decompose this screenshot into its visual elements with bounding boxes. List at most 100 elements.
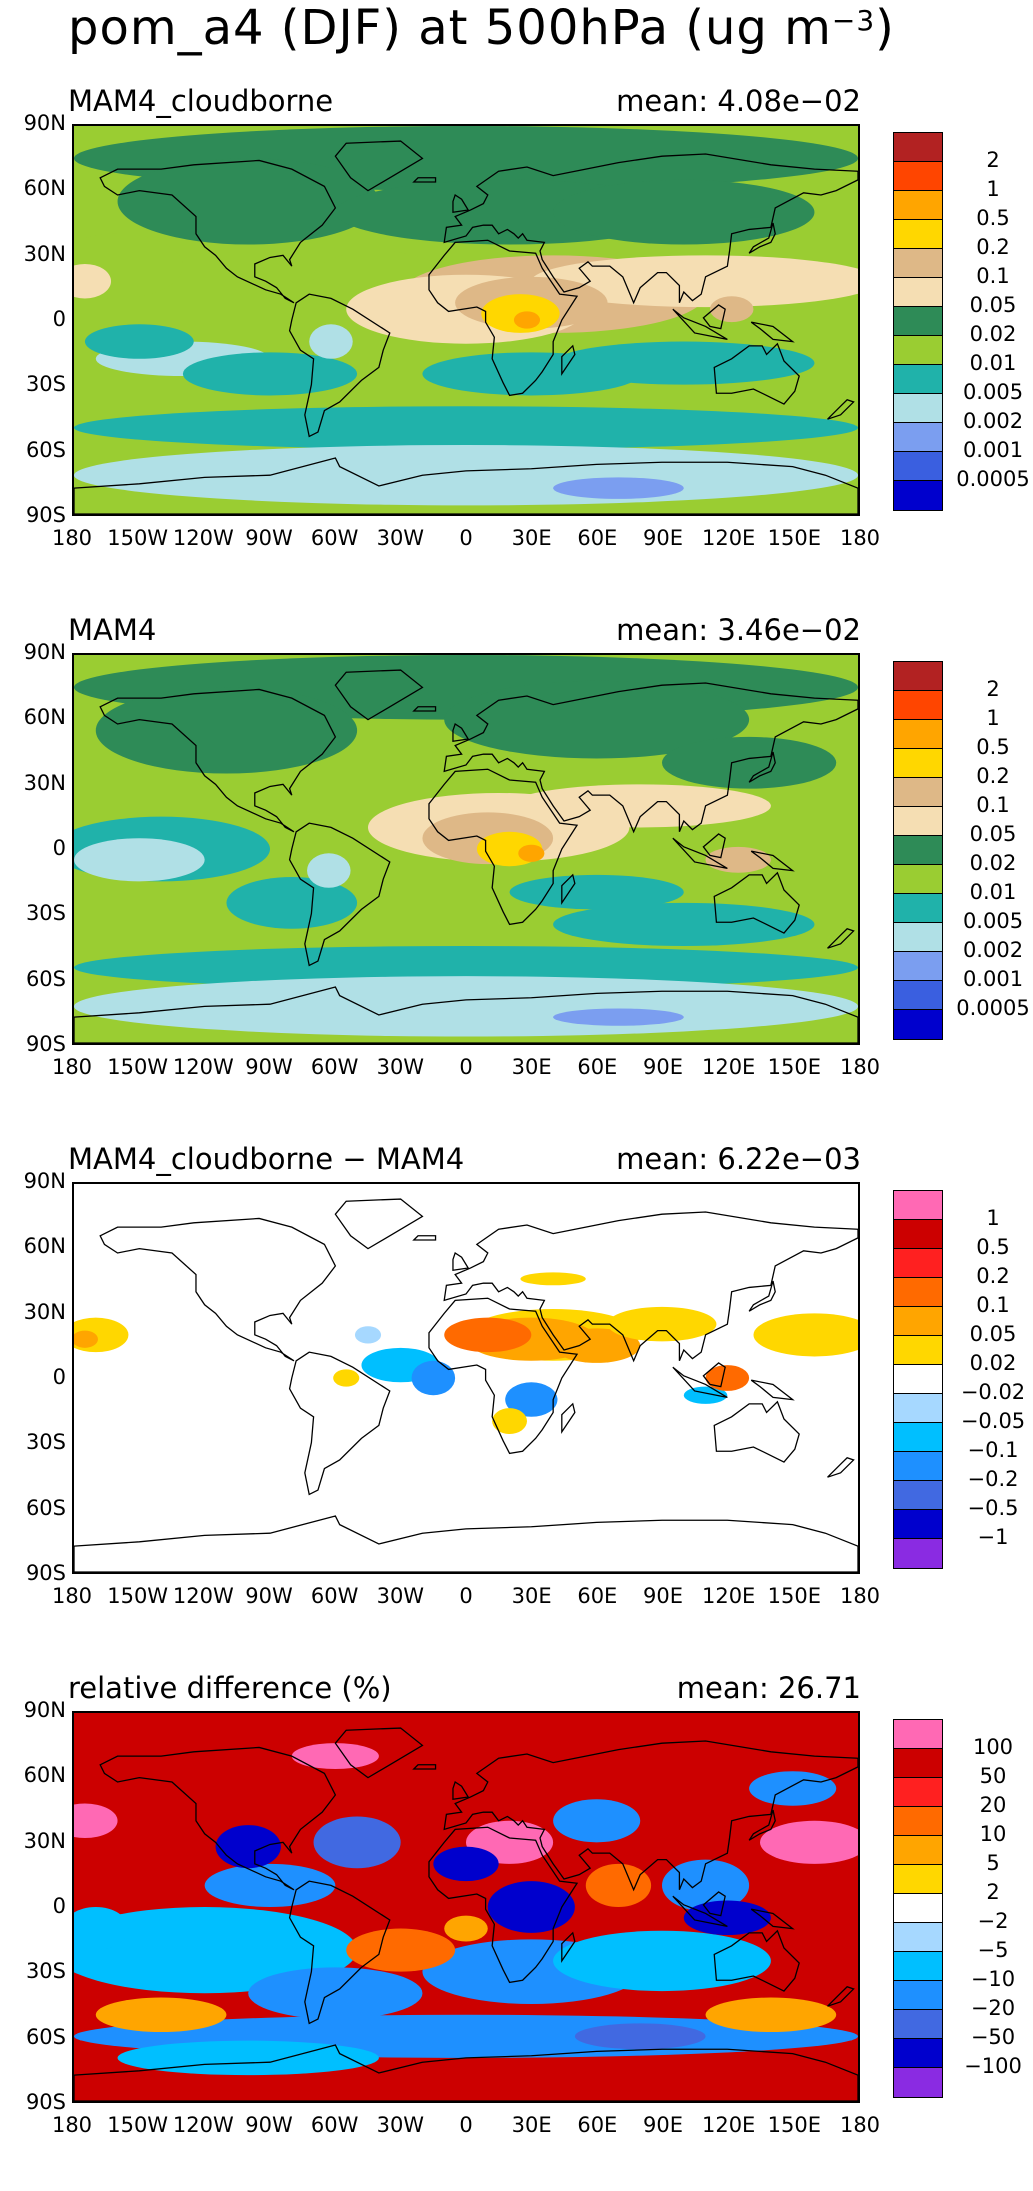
colorbar-swatch <box>894 923 942 952</box>
colorbar-swatch <box>894 1778 942 1807</box>
colorbar <box>893 132 943 511</box>
colorbar-swatch <box>894 1807 942 1836</box>
lat-tick-label: 30N <box>23 241 66 266</box>
field-contour-region <box>333 1369 360 1387</box>
lon-tick-label: 60W <box>310 1055 359 1079</box>
panel-title: MAM4_cloudborne − MAM4 <box>68 1142 465 1176</box>
lon-tick-label: 90W <box>245 526 293 550</box>
colorbar-swatch <box>894 836 942 865</box>
lat-tick-label: 0 <box>52 307 66 331</box>
lon-tick-label: 120W <box>172 2113 234 2137</box>
lon-tick-label: 90E <box>643 1055 683 1079</box>
lat-tick-label: 60N <box>23 176 66 201</box>
coastline-antarctica <box>74 457 858 514</box>
coastline-antarctica <box>74 2044 858 2101</box>
coastline-iceland <box>412 177 437 183</box>
lon-tick-label: 180 <box>51 1055 93 1079</box>
field-contour-region <box>553 902 815 946</box>
colorbar-level-label: 0.002 <box>962 409 1024 433</box>
coastline-borneo <box>702 833 726 859</box>
lon-tick-label: 60E <box>577 1055 618 1079</box>
field-contour-region <box>607 1306 717 1342</box>
field-contour-region <box>553 1008 684 1026</box>
field-contour-region <box>433 1846 499 1882</box>
lat-tick-label: 60S <box>25 966 66 991</box>
colorbar-level-label: −0.5 <box>967 1496 1019 1520</box>
colorbar-level-label: 0.005 <box>962 380 1024 404</box>
panel-mean: mean: 26.71 <box>676 1671 861 1705</box>
colorbar-level-label: 0.0005 <box>956 467 1030 491</box>
lon-tick-label: 180 <box>839 2113 881 2137</box>
field-contour-region <box>74 1907 358 1994</box>
coastline-antarctica <box>74 986 858 1043</box>
field-contour-region <box>74 1907 129 1951</box>
map-plot <box>72 124 860 516</box>
map-svg <box>74 1184 858 1572</box>
field-contour-region <box>553 1799 641 1843</box>
coastline-new-guinea <box>750 850 795 872</box>
coastline-south-america <box>288 293 391 438</box>
coastline-indonesia <box>672 308 728 341</box>
colorbar-level-label: 100 <box>972 1735 1014 1759</box>
panel-mam4: MAM4 mean: 3.46e−02 90N 60N 30N 0 30S 60S 90S 180… <box>0 613 1033 1133</box>
coastline-borneo <box>702 1362 726 1388</box>
lon-tick-label: 150E <box>767 2113 822 2137</box>
lat-tick-label: 30S <box>25 901 66 926</box>
lat-tick-label: 90N <box>23 1169 66 1193</box>
field-contour-region <box>74 946 858 990</box>
colorbar-level-label: −1 <box>977 1525 1009 1549</box>
lat-tick-label: 0 <box>52 836 66 860</box>
lon-tick-label: 150W <box>107 526 169 550</box>
title-main: pom_a4 (DJF) at 500hPa (ug m <box>68 0 832 56</box>
colorbar-swatch <box>894 1307 942 1336</box>
lon-tick-label: 60W <box>310 526 359 550</box>
field-contour-region <box>346 1928 456 1972</box>
colorbar-level-label: 0.005 <box>962 909 1024 933</box>
lat-tick-label: 60S <box>25 2024 66 2049</box>
lon-tick-label: 120E <box>701 526 756 550</box>
colorbar-level-label: 0.1 <box>976 1293 1010 1317</box>
lon-tick-label: 90E <box>643 2113 683 2137</box>
colorbar-level-label: 1 <box>986 177 1000 201</box>
coastline-new-guinea <box>750 1379 795 1401</box>
colorbar-swatch <box>894 365 942 394</box>
lon-tick-label: 60E <box>577 1584 618 1608</box>
field-contour-region <box>411 1360 456 1396</box>
colorbar-swatch <box>894 1249 942 1278</box>
colorbar-level-label: 0.2 <box>976 764 1010 788</box>
lon-tick-label: 150W <box>107 1584 169 1608</box>
colorbar-swatch <box>894 1981 942 2010</box>
lat-tick-label: 90N <box>23 640 66 664</box>
lon-tick-label: 150W <box>107 1055 169 1079</box>
field-contour-region <box>74 1330 98 1348</box>
colorbar-swatch <box>894 1749 942 1778</box>
coastline-africa <box>428 1297 579 1455</box>
colorbar-level-label: −50 <box>970 2025 1016 2049</box>
coastline-eurasia <box>443 1740 858 1892</box>
lon-tick-label: 30W <box>376 2113 425 2137</box>
coastline-iceland <box>412 1235 437 1241</box>
coastline-africa <box>428 768 579 926</box>
field-contour-region <box>74 1803 118 1839</box>
coastline-north-america <box>99 1217 337 1362</box>
colorbar-level-label: 2 <box>986 1880 1000 1904</box>
colorbar-swatch <box>894 1423 942 1452</box>
colorbar-swatch <box>894 1836 942 1865</box>
lon-tick-label: 30E <box>511 526 552 550</box>
coastline-japan <box>748 1280 776 1312</box>
coastline-madagascar <box>561 344 576 376</box>
coastline-eurasia <box>443 682 858 834</box>
panel-mean: mean: 6.22e−03 <box>616 1142 861 1176</box>
coastline-new-zealand <box>827 1457 855 1478</box>
colorbar-swatch <box>894 749 942 778</box>
colorbar-level-label: 0.01 <box>969 880 1017 904</box>
lon-tick-label: 0 <box>459 1584 473 1608</box>
lon-tick-label: 30W <box>376 1584 425 1608</box>
lon-tick-label: 150E <box>767 1055 822 1079</box>
lon-tick-label: 0 <box>459 2113 473 2137</box>
lon-tick-label: 30E <box>511 1055 552 1079</box>
colorbar-level-label: 0.5 <box>976 206 1010 230</box>
coastline-north-america <box>99 159 337 304</box>
map-plot <box>72 1182 860 1574</box>
colorbar-swatch <box>894 865 942 894</box>
